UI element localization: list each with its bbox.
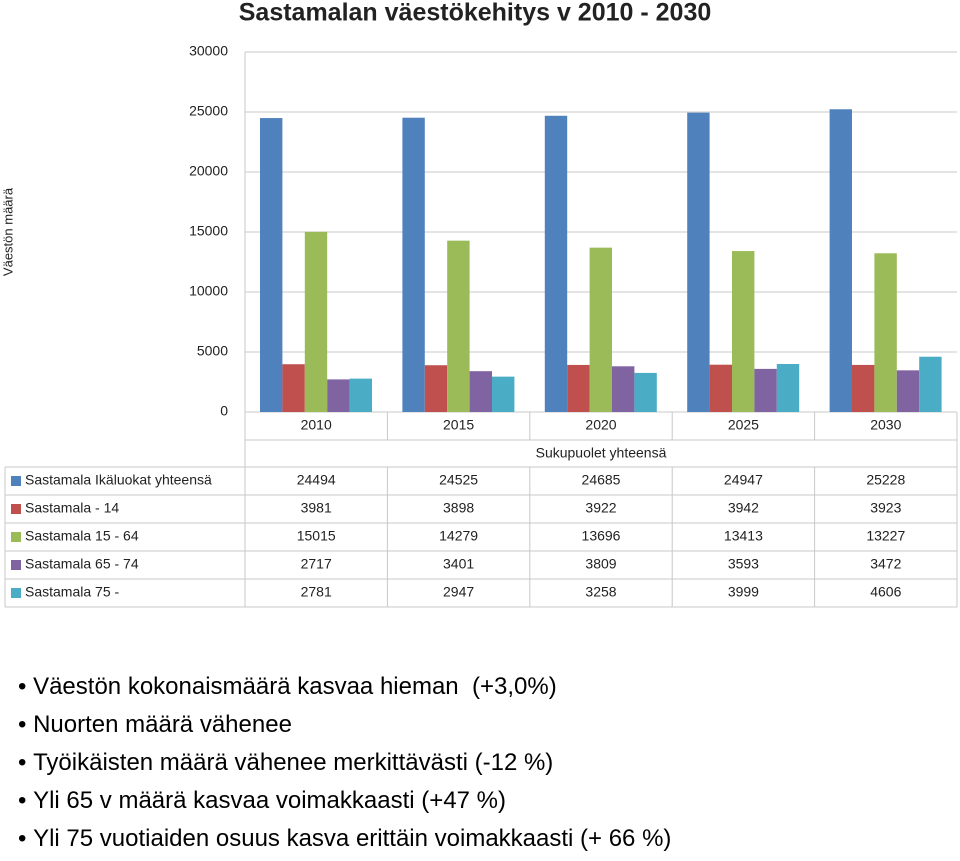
bar [754,368,777,412]
bullet: • Yli 75 vuotiaiden osuus kasva erittäin… [18,820,671,858]
bar [709,364,732,412]
x-group-label: Sukupuolet yhteensä [536,445,667,461]
bullet-dot: • [18,711,34,738]
bar [349,378,372,412]
bullet: • Työikäisten määrä vähenee merkittäväst… [18,744,671,782]
y-tick-label: 25000 [189,103,228,119]
legend-label: Sastamala 75 - [25,584,119,600]
legend-swatch [11,476,21,486]
table-cell: 2781 [301,584,332,600]
table-cell: 3923 [870,500,901,516]
bar [852,364,875,412]
bar [589,247,612,412]
y-tick-label: 5000 [197,343,228,359]
bullet-text: Työikäisten määrä vähenee merkittävästi … [33,749,554,776]
bar [492,376,515,412]
bar [544,115,568,412]
bar [447,240,470,412]
bar [634,372,657,412]
bullet-text: Yli 75 vuotiaiden osuus kasva erittäin v… [33,825,672,852]
bar [567,364,590,412]
bar [402,117,425,412]
legend-label: Sastamala Ikäluokat yhteensä [25,472,212,488]
bullet: • Nuorten määrä vähenee [18,706,671,744]
bullet: • Yli 65 v määrä kasvaa voimakkaasti (+4… [18,782,671,820]
table-cell: 24525 [439,472,478,488]
y-tick-label: 0 [220,403,228,419]
x-tick-label: 2015 [443,417,474,433]
table-cell: 3809 [585,556,616,572]
table-cell: 3942 [728,500,759,516]
bar [874,253,897,412]
bar [829,109,852,412]
table-cell: 25228 [866,472,905,488]
table-cell: 4606 [870,584,901,600]
table-cell: 15015 [297,528,336,544]
table-cell: 3258 [585,584,616,600]
bullet-dot: • [18,787,34,814]
bar [282,364,305,412]
table-cell: 3898 [443,500,474,516]
bar [896,370,920,412]
bar [304,231,328,412]
x-tick-label: 2025 [728,417,759,433]
legend-label: Sastamala 65 - 74 [25,556,139,572]
y-tick-label: 10000 [189,283,228,299]
bar [469,371,492,412]
y-axis-label: Väestön määrä [0,187,15,276]
chart-title: Sastamalan väestökehitys v 2010 - 2030 [239,0,712,27]
y-tick-label: 15000 [189,223,228,239]
table-cell: 2717 [301,556,332,572]
bullet-text: Yli 65 v määrä kasvaa voimakkaasti (+47 … [33,787,506,814]
y-tick-label: 20000 [189,163,228,179]
legend-swatch [11,532,21,542]
bullet: • Väestön kokonaismäärä kasvaa hieman (+… [18,668,671,706]
legend-swatch [11,588,21,598]
bar [424,365,448,412]
table-cell: 14279 [439,528,478,544]
bar [260,118,283,413]
bullet-list: • Väestön kokonaismäärä kasvaa hieman (+… [0,668,671,858]
legend-label: Sastamala 15 - 64 [25,528,139,544]
bar [776,364,800,412]
x-tick-label: 2020 [585,417,616,433]
bullet-text: Väestön kokonaismäärä kasvaa hieman (+3,… [33,673,557,700]
table-cell: 13227 [866,528,905,544]
chart: Sastamalan väestökehitys v 2010 - 2030 V… [0,0,958,608]
x-tick-label: 2010 [301,417,332,433]
legend-label: Sastamala - 14 [25,500,119,516]
table-cell: 3999 [728,584,759,600]
bullet-dot: • [18,673,34,700]
table-cell: 3981 [301,500,332,516]
table-cell: 24947 [724,472,763,488]
table-cell: 13413 [724,528,763,544]
y-tick-label: 30000 [189,43,228,59]
x-tick-label: 2030 [870,417,901,433]
bar [919,356,942,412]
table-cell: 3472 [870,556,901,572]
table-cell: 13696 [582,528,621,544]
bullet-dot: • [18,825,34,852]
legend-swatch [11,560,21,570]
bar [612,366,635,412]
table-cell: 24685 [582,472,621,488]
bullet-dot: • [18,749,34,776]
table-cell: 24494 [297,472,336,488]
bar [327,379,350,412]
table-cell: 3593 [728,556,759,572]
bar [732,251,755,412]
legend-swatch [11,504,21,514]
table-cell: 3401 [443,556,474,572]
table-cell: 3922 [585,500,616,516]
bullet-text: Nuorten määrä vähenee [33,711,292,738]
bar [687,112,710,413]
table-cell: 2947 [443,584,474,600]
